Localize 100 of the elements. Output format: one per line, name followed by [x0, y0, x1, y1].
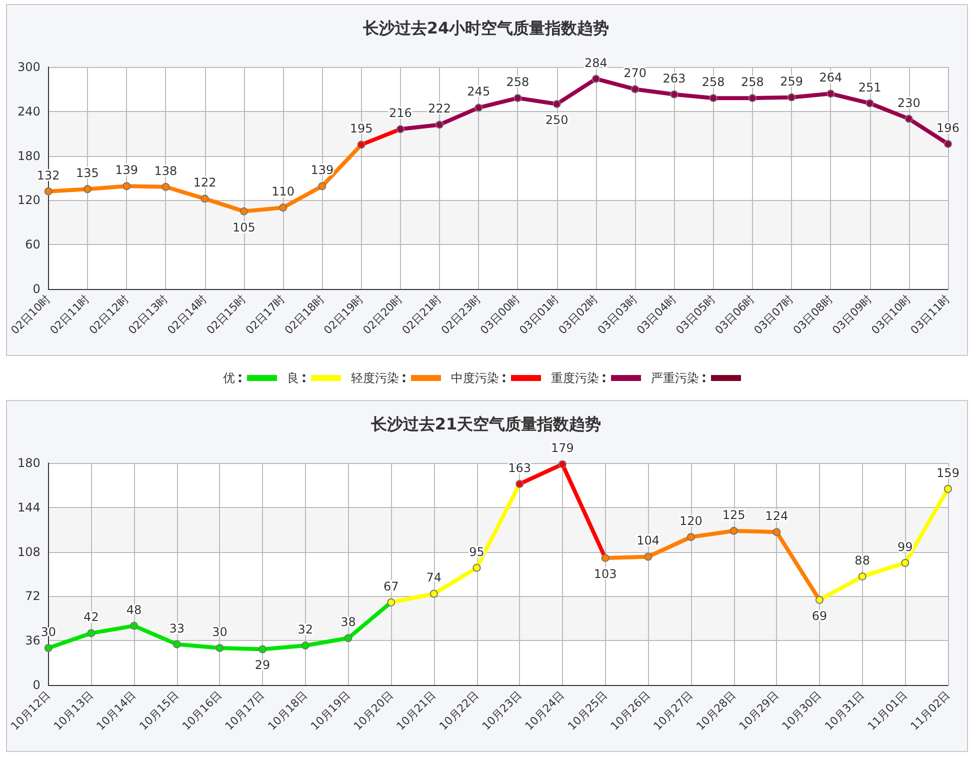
data-label: 139	[115, 163, 138, 178]
point	[826, 90, 835, 98]
x-tick-label: 10月27日	[651, 688, 696, 733]
point	[709, 94, 718, 102]
data-label: 196	[936, 120, 960, 135]
point	[240, 207, 248, 216]
data-label: 263	[662, 71, 686, 86]
point	[772, 528, 781, 536]
data-label: 270	[624, 66, 647, 80]
y-tick-label: 240	[17, 104, 40, 118]
point	[748, 94, 756, 102]
point	[436, 120, 444, 129]
data-label: 95	[469, 544, 484, 559]
point	[474, 104, 483, 112]
chart-title: 长沙过去21天空气质量指数趋势	[370, 414, 602, 434]
data-label: 216	[388, 106, 412, 120]
point	[631, 85, 640, 94]
point	[122, 182, 131, 190]
point	[866, 99, 874, 108]
point	[904, 114, 913, 123]
data-label: 258	[740, 75, 764, 90]
category-label: 轻度污染	[351, 370, 399, 386]
x-tick-label: 10月22日	[436, 688, 482, 733]
y-tick-label: 120	[17, 193, 40, 208]
point	[516, 480, 524, 488]
point	[396, 125, 404, 134]
x-tick-label: 10月23日	[480, 688, 524, 733]
data-label: 124	[765, 509, 788, 524]
data-label: 258	[702, 75, 725, 90]
point	[87, 629, 96, 638]
x-tick-label: 11月01日	[865, 688, 910, 733]
point	[162, 182, 170, 191]
category-label: 良	[287, 370, 299, 386]
category-label: 优	[223, 370, 235, 386]
data-label: 179	[550, 441, 574, 456]
x-tick-label: 10月21日	[394, 688, 439, 733]
point	[552, 100, 561, 108]
data-label: 88	[854, 553, 870, 568]
point	[387, 598, 396, 606]
point	[357, 140, 366, 149]
data-label: 120	[680, 514, 702, 528]
x-tick-label: 10月25日	[565, 688, 610, 733]
data-label: 264	[819, 70, 842, 85]
data-label: 110	[272, 184, 295, 199]
x-tick-label: 10月31日	[822, 688, 867, 733]
point	[216, 644, 224, 652]
data-label: 259	[780, 74, 803, 88]
data-label: 195	[350, 122, 373, 136]
data-label: 67	[383, 579, 399, 594]
point	[815, 596, 824, 604]
data-label: 159	[936, 466, 960, 480]
data-label: 125	[722, 508, 746, 522]
x-tick-label: 10月13日	[51, 688, 96, 733]
data-label: 250	[545, 113, 568, 127]
data-label: 32	[298, 622, 314, 637]
category-label: 中度污染	[451, 370, 499, 386]
data-label: 48	[126, 602, 142, 617]
data-label: 104	[636, 534, 660, 548]
point	[944, 484, 952, 493]
point	[514, 94, 522, 102]
category-label: 重度污染	[551, 370, 599, 386]
point	[172, 640, 181, 648]
point	[670, 90, 678, 98]
y-tick-label: 180	[17, 148, 40, 163]
point	[258, 645, 267, 654]
data-label: 74	[426, 570, 442, 585]
x-tick-label: 10月18日	[265, 688, 310, 733]
point	[200, 194, 209, 203]
data-label: 245	[467, 84, 490, 99]
data-label: 122	[193, 176, 216, 190]
point	[944, 140, 952, 148]
data-label: 30	[212, 625, 228, 639]
point	[279, 204, 288, 212]
data-label: 69	[812, 608, 828, 623]
x-tick-label: 10月24日	[522, 688, 568, 733]
x-tick-label: 10月20日	[351, 688, 396, 733]
y-tick-label: 300	[17, 60, 40, 74]
x-tick-label: 10月28日	[694, 688, 738, 733]
point	[788, 93, 796, 102]
point	[430, 590, 438, 598]
point	[44, 187, 52, 196]
point	[686, 533, 695, 541]
data-label: 42	[84, 610, 99, 624]
data-label: 105	[232, 220, 256, 234]
x-tick-label: 10月19日	[308, 688, 353, 733]
point	[730, 526, 738, 535]
x-tick-label: 10月30日	[780, 688, 824, 733]
y-tick-label: 60	[25, 238, 40, 252]
x-tick-label: 10月16日	[180, 688, 224, 733]
data-label: 103	[594, 566, 617, 581]
x-tick-label: 11月02日	[908, 688, 953, 733]
point	[858, 572, 866, 580]
data-label: 258	[506, 75, 530, 90]
x-tick-label: 10月15日	[136, 688, 182, 733]
point	[83, 185, 92, 194]
data-label: 230	[897, 96, 920, 110]
point	[301, 642, 310, 650]
x-tick-label: 10月26日	[608, 688, 653, 733]
data-label: 139	[310, 163, 334, 178]
x-tick-label: 10月17日	[222, 688, 268, 733]
